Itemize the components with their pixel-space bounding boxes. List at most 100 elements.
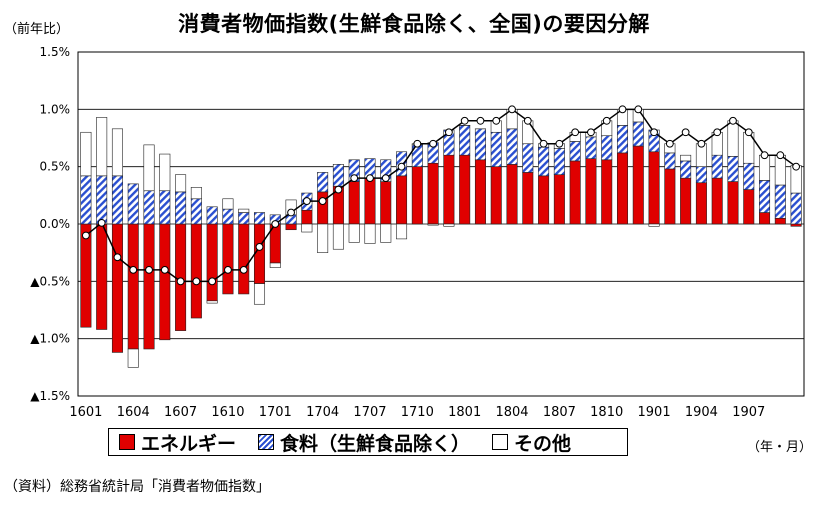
bar-energy — [175, 223, 187, 331]
bar-other — [364, 223, 376, 244]
x-tick-label: 1804 — [495, 405, 528, 420]
x-tick-label: 1601 — [69, 405, 102, 420]
x-tick-label: 1810 — [590, 405, 623, 420]
bar-other — [317, 223, 329, 253]
total-point — [776, 151, 785, 160]
bar-food — [111, 175, 123, 225]
bar-energy — [364, 177, 376, 225]
bar-energy — [601, 159, 613, 225]
legend-swatch-other — [492, 434, 509, 450]
bar-energy — [111, 223, 123, 353]
total-point — [145, 265, 153, 274]
bar-food — [632, 121, 644, 147]
total-point — [618, 105, 627, 114]
bar-energy — [96, 223, 108, 330]
bar-energy — [553, 174, 565, 225]
total-point — [366, 174, 374, 183]
bar-other — [175, 174, 187, 193]
bar-other — [727, 120, 739, 157]
total-point — [350, 174, 359, 183]
total-point — [224, 265, 232, 274]
bar-food — [664, 152, 676, 170]
bar-other — [269, 262, 281, 268]
bar-energy — [474, 159, 486, 225]
total-point — [160, 265, 169, 274]
bar-food — [616, 125, 629, 154]
bar-energy — [727, 181, 739, 225]
total-point — [413, 139, 422, 148]
bar-food — [206, 206, 218, 225]
bar-other — [206, 300, 218, 304]
bar-energy — [759, 212, 771, 225]
bar-energy — [522, 172, 534, 225]
bar-food — [459, 125, 471, 156]
total-point — [713, 128, 722, 137]
bar-food — [585, 136, 597, 159]
bar-energy — [80, 223, 92, 328]
bar-food — [506, 128, 518, 165]
bar-energy — [159, 223, 171, 341]
x-tick-label: 1710 — [401, 405, 434, 420]
total-point — [97, 218, 106, 227]
bar-energy — [127, 223, 139, 350]
bar-food — [127, 183, 139, 225]
total-point — [129, 265, 138, 274]
bar-energy — [616, 152, 629, 225]
source-note: （資料）総務省統計局「消費者物価指数」 — [4, 479, 270, 495]
bar-energy — [301, 209, 313, 225]
bar-energy — [506, 164, 518, 225]
bar-energy — [664, 168, 676, 225]
bar-food — [790, 192, 802, 225]
bar-energy — [790, 223, 802, 227]
bar-food — [538, 146, 550, 177]
bar-food — [522, 143, 534, 173]
x-axis-unit-label: （年・月） — [746, 440, 812, 455]
legend-item-food: 食料（生鮮食品除く） — [258, 429, 470, 456]
y-tick-label: 0.5% — [40, 160, 71, 174]
x-tick-label: 1907 — [732, 405, 765, 420]
bar-other — [143, 144, 155, 192]
bar-energy — [222, 223, 234, 295]
bar-energy — [648, 151, 660, 225]
bar-energy — [206, 223, 218, 302]
legend-label-other: その他 — [514, 432, 572, 455]
bar-food — [190, 198, 202, 225]
bar-energy — [411, 166, 423, 225]
bar-energy — [253, 223, 266, 284]
bar-other — [380, 223, 392, 243]
x-tick-label: 1807 — [543, 405, 576, 420]
bar-other — [238, 208, 250, 213]
bar-energy — [632, 145, 644, 225]
bar-energy — [443, 154, 455, 225]
legend-item-other: その他 — [492, 429, 571, 456]
chart-legend: エネルギー 食料（生鮮食品除く） その他 — [108, 428, 628, 456]
x-tick-label: 1901 — [638, 405, 671, 420]
total-point — [239, 265, 248, 274]
bar-food — [175, 191, 187, 225]
total-point — [287, 208, 295, 217]
bar-other — [427, 223, 439, 226]
total-point — [760, 151, 769, 160]
bar-food — [80, 175, 92, 225]
x-tick-label: 1610 — [211, 405, 244, 420]
bar-food — [238, 212, 250, 225]
bar-food — [680, 160, 692, 179]
bar-food — [253, 212, 266, 225]
bar-energy — [538, 175, 550, 225]
total-point — [271, 220, 280, 228]
bar-energy — [285, 223, 297, 231]
total-point — [555, 139, 564, 148]
total-point — [508, 105, 516, 114]
bar-food — [743, 162, 755, 190]
bar-food — [759, 180, 771, 213]
legend-label-energy: エネルギー — [141, 432, 237, 455]
bar-energy — [317, 191, 329, 225]
total-point — [681, 128, 690, 137]
y-axis-unit-label: （前年比） — [4, 22, 70, 37]
bar-food — [774, 184, 786, 219]
total-line — [85, 108, 797, 283]
bar-energy — [143, 223, 155, 350]
x-tick-label: 1801 — [448, 405, 481, 420]
total-point — [302, 197, 311, 205]
chart-title: 消費者物価指数(生鮮食品除く、全国)の要因分解 — [178, 12, 650, 36]
